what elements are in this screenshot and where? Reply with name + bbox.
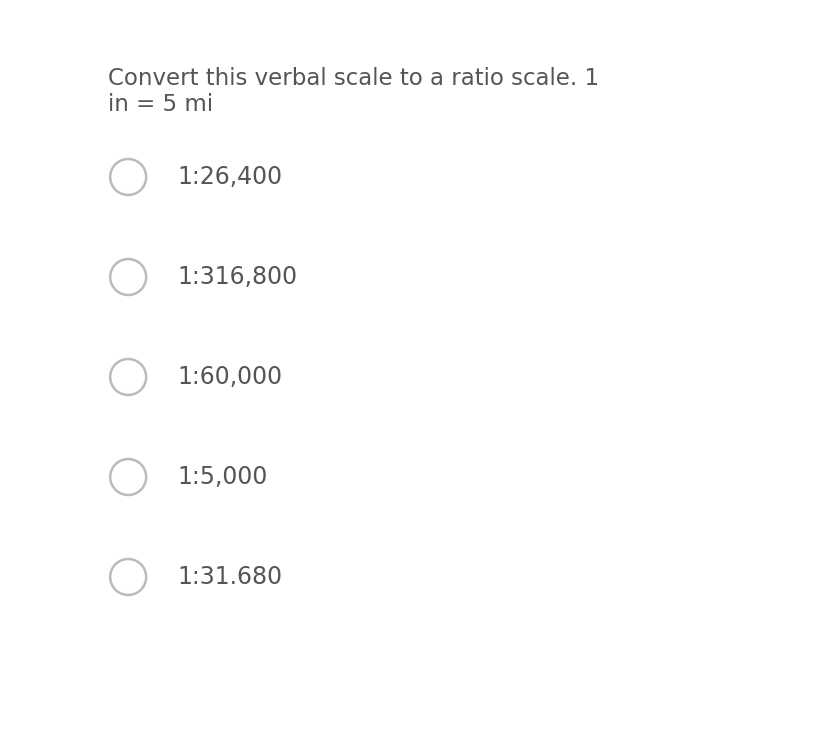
Text: 1:5,000: 1:5,000 (178, 465, 268, 489)
Text: 1:316,800: 1:316,800 (178, 265, 298, 289)
Ellipse shape (110, 459, 146, 495)
Ellipse shape (110, 559, 146, 595)
Ellipse shape (110, 259, 146, 295)
Text: Convert this verbal scale to a ratio scale. 1: Convert this verbal scale to a ratio sca… (108, 67, 599, 90)
Text: 1:60,000: 1:60,000 (178, 365, 283, 389)
Text: 1:31.680: 1:31.680 (178, 565, 283, 589)
Ellipse shape (110, 359, 146, 395)
Ellipse shape (110, 159, 146, 195)
Text: in = 5 mi: in = 5 mi (108, 93, 213, 116)
Text: 1:26,400: 1:26,400 (178, 165, 283, 189)
